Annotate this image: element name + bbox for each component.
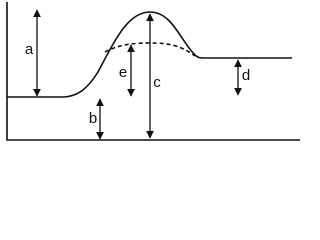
energy-curve (7, 11, 292, 98)
label-c: c (153, 74, 161, 91)
axes (6, 2, 300, 141)
label-e: e (119, 64, 127, 81)
energy-diagram: a b c d e (6, 2, 300, 141)
label-a: a (25, 41, 34, 58)
label-b: b (89, 110, 97, 127)
label-d: d (242, 67, 250, 84)
catalysed-curve (104, 42, 196, 57)
